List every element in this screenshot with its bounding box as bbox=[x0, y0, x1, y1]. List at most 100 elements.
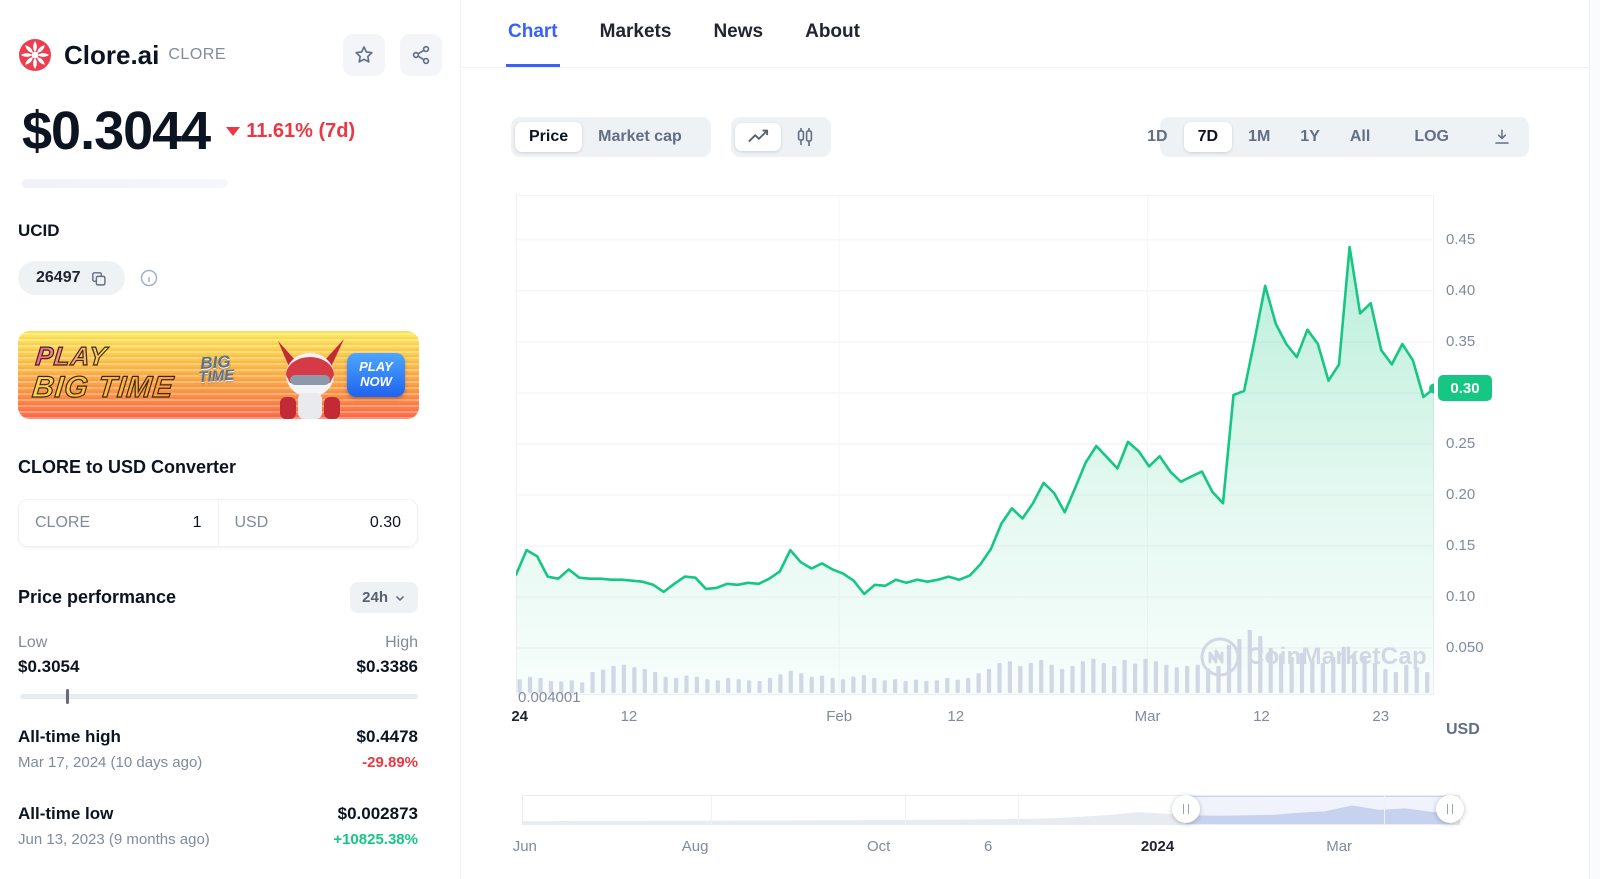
tab-bar: Chart Markets News About bbox=[461, 0, 1600, 68]
ucid-label: UCID bbox=[18, 221, 60, 240]
candlestick-chart-type-button[interactable] bbox=[783, 121, 827, 153]
ad-headline-line2: BIG TIME bbox=[30, 370, 176, 404]
scrubber-label-6: 6 bbox=[983, 838, 993, 855]
range-1m[interactable]: 1M bbox=[1234, 122, 1284, 152]
scrubber-label-jun: Jun bbox=[512, 838, 537, 855]
y-tick-0.20: 0.20 bbox=[1446, 486, 1476, 503]
info-icon[interactable] bbox=[139, 268, 159, 288]
x-tick-23: 23 bbox=[1372, 708, 1390, 725]
price-range-skeleton bbox=[22, 179, 228, 188]
ad-headline-line1: PLAY bbox=[34, 340, 178, 371]
scrubber-gridline bbox=[711, 796, 713, 824]
x-tick-12: 12 bbox=[947, 708, 965, 725]
performance-range-dropdown[interactable]: 24h bbox=[350, 582, 418, 613]
atl-value: $0.002873 bbox=[337, 804, 418, 823]
y-tick-0.45: 0.45 bbox=[1446, 230, 1476, 248]
ath-date: Mar 17, 2024 (10 days ago) bbox=[18, 754, 203, 771]
range-7d[interactable]: 7D bbox=[1183, 122, 1233, 152]
metric-toggle: Price Market cap bbox=[511, 117, 711, 157]
price-change-7d: 11.61% (7d) bbox=[226, 120, 355, 143]
atl-change-pct: +10825.38% bbox=[333, 831, 418, 848]
coin-symbol: CLORE bbox=[168, 46, 226, 63]
coin-header: Clore.ai CLORE bbox=[18, 34, 442, 76]
x-tick-12: 12 bbox=[1253, 708, 1270, 725]
converter-from-input[interactable] bbox=[98, 514, 202, 532]
chart-type-toggle bbox=[731, 117, 831, 157]
robot-character bbox=[278, 339, 344, 419]
star-icon bbox=[355, 46, 373, 63]
scrubber-label-mar: Mar bbox=[1326, 838, 1353, 855]
atl-label: All-time low bbox=[18, 804, 114, 823]
range-all[interactable]: All bbox=[1336, 122, 1384, 152]
price-change-text: 11.61% (7d) bbox=[246, 119, 356, 142]
y-tick-0.15: 0.15 bbox=[1446, 537, 1476, 555]
ad-headline: PLAY BIG TIME bbox=[30, 340, 179, 404]
chevron-down-icon bbox=[395, 595, 405, 601]
current-price: $0.3044 bbox=[22, 101, 211, 161]
scrollbar[interactable] bbox=[1589, 0, 1600, 879]
y-tick-0.050: 0.050 bbox=[1446, 639, 1484, 657]
scrubber-gridline bbox=[1384, 796, 1386, 824]
current-price-badge: 0.30 bbox=[1438, 375, 1492, 402]
chart-panel: Chart Markets News About Price Market cap 1D… bbox=[460, 0, 1600, 879]
axis-min-label: 0.004001 bbox=[518, 689, 581, 706]
price-performance-title: Price performance bbox=[18, 587, 177, 607]
scrubber-left-handle[interactable] bbox=[1171, 795, 1200, 823]
low-high-slider[interactable] bbox=[20, 689, 418, 704]
download-chart-button[interactable] bbox=[1479, 122, 1525, 152]
range-1y[interactable]: 1Y bbox=[1286, 122, 1334, 152]
scrubber-label-aug: Aug bbox=[681, 838, 709, 855]
atl-date: Jun 13, 2023 (9 months ago) bbox=[18, 831, 210, 848]
tab-markets[interactable]: Markets bbox=[599, 21, 672, 42]
price-chart[interactable] bbox=[516, 195, 1434, 695]
x-tick-12: 12 bbox=[620, 708, 638, 725]
caret-down-icon bbox=[226, 126, 241, 136]
all-time-high-block: All-time high $0.4478 Mar 17, 2024 (10 d… bbox=[18, 727, 418, 771]
converter-from-cell: CLORE bbox=[19, 500, 218, 546]
timeline-scrubber[interactable] bbox=[522, 795, 1464, 825]
candlestick-icon bbox=[797, 128, 813, 146]
x-tick-mar: Mar bbox=[1134, 708, 1161, 725]
log-scale-button[interactable]: LOG bbox=[1400, 122, 1463, 152]
watchlist-star-button[interactable] bbox=[343, 34, 385, 76]
download-icon bbox=[1495, 129, 1509, 144]
y-tick-0.40: 0.40 bbox=[1446, 281, 1476, 299]
tab-chart[interactable]: Chart bbox=[506, 0, 560, 67]
scrubber-right-handle[interactable] bbox=[1435, 795, 1464, 823]
coin-sidebar: Clore.ai CLORE $0.3044 bbox=[0, 0, 460, 879]
line-chart-type-button[interactable] bbox=[735, 123, 781, 151]
price-row: $0.3044 11.61% (7d) bbox=[22, 100, 355, 162]
x-tick-24: 24 bbox=[511, 708, 529, 725]
tab-about[interactable]: About bbox=[805, 21, 860, 42]
price-performance-header: Price performance 24h bbox=[18, 582, 418, 613]
ucid-copy-button[interactable]: 26497 bbox=[18, 261, 125, 295]
ucid-value: 26497 bbox=[36, 269, 81, 286]
low-high-block: Low High $0.3054 $0.3386 bbox=[18, 634, 418, 677]
x-tick-feb: Feb bbox=[826, 708, 853, 725]
currency-converter: CLORE USD bbox=[18, 499, 418, 547]
tab-news[interactable]: News bbox=[713, 21, 764, 42]
y-tick-0.10: 0.10 bbox=[1446, 588, 1476, 606]
big-time-logo: BIG TIME bbox=[197, 351, 235, 387]
low-label: Low bbox=[18, 634, 48, 651]
scrubber-gridline bbox=[904, 796, 906, 824]
copy-icon bbox=[91, 271, 106, 286]
scrubber-label-2024: 2024 bbox=[1140, 838, 1175, 855]
scrubber-selected-range bbox=[1185, 796, 1450, 824]
converter-to-input[interactable] bbox=[276, 514, 401, 532]
converter-to-label: USD bbox=[234, 514, 269, 531]
high-label: High bbox=[385, 634, 418, 651]
range-1d[interactable]: 1D bbox=[1133, 122, 1181, 152]
ath-change-pct: -29.89% bbox=[362, 754, 418, 771]
metric-option-price[interactable]: Price bbox=[515, 122, 583, 152]
ad-play-now-button[interactable]: PLAY NOW bbox=[347, 353, 405, 397]
scrubber-label-oct: Oct bbox=[866, 838, 891, 855]
high-value: $0.3386 bbox=[356, 657, 418, 676]
ath-value: $0.4478 bbox=[356, 727, 418, 746]
converter-from-label: CLORE bbox=[35, 514, 91, 531]
ad-banner-big-time[interactable]: PLAY BIG TIME BIG TIME PLAY NOW bbox=[18, 331, 419, 419]
metric-option-market-cap[interactable]: Market cap bbox=[584, 122, 696, 152]
share-button[interactable] bbox=[400, 34, 442, 76]
scrubber-gridline bbox=[1018, 796, 1020, 824]
converter-to-cell: USD bbox=[217, 500, 418, 546]
